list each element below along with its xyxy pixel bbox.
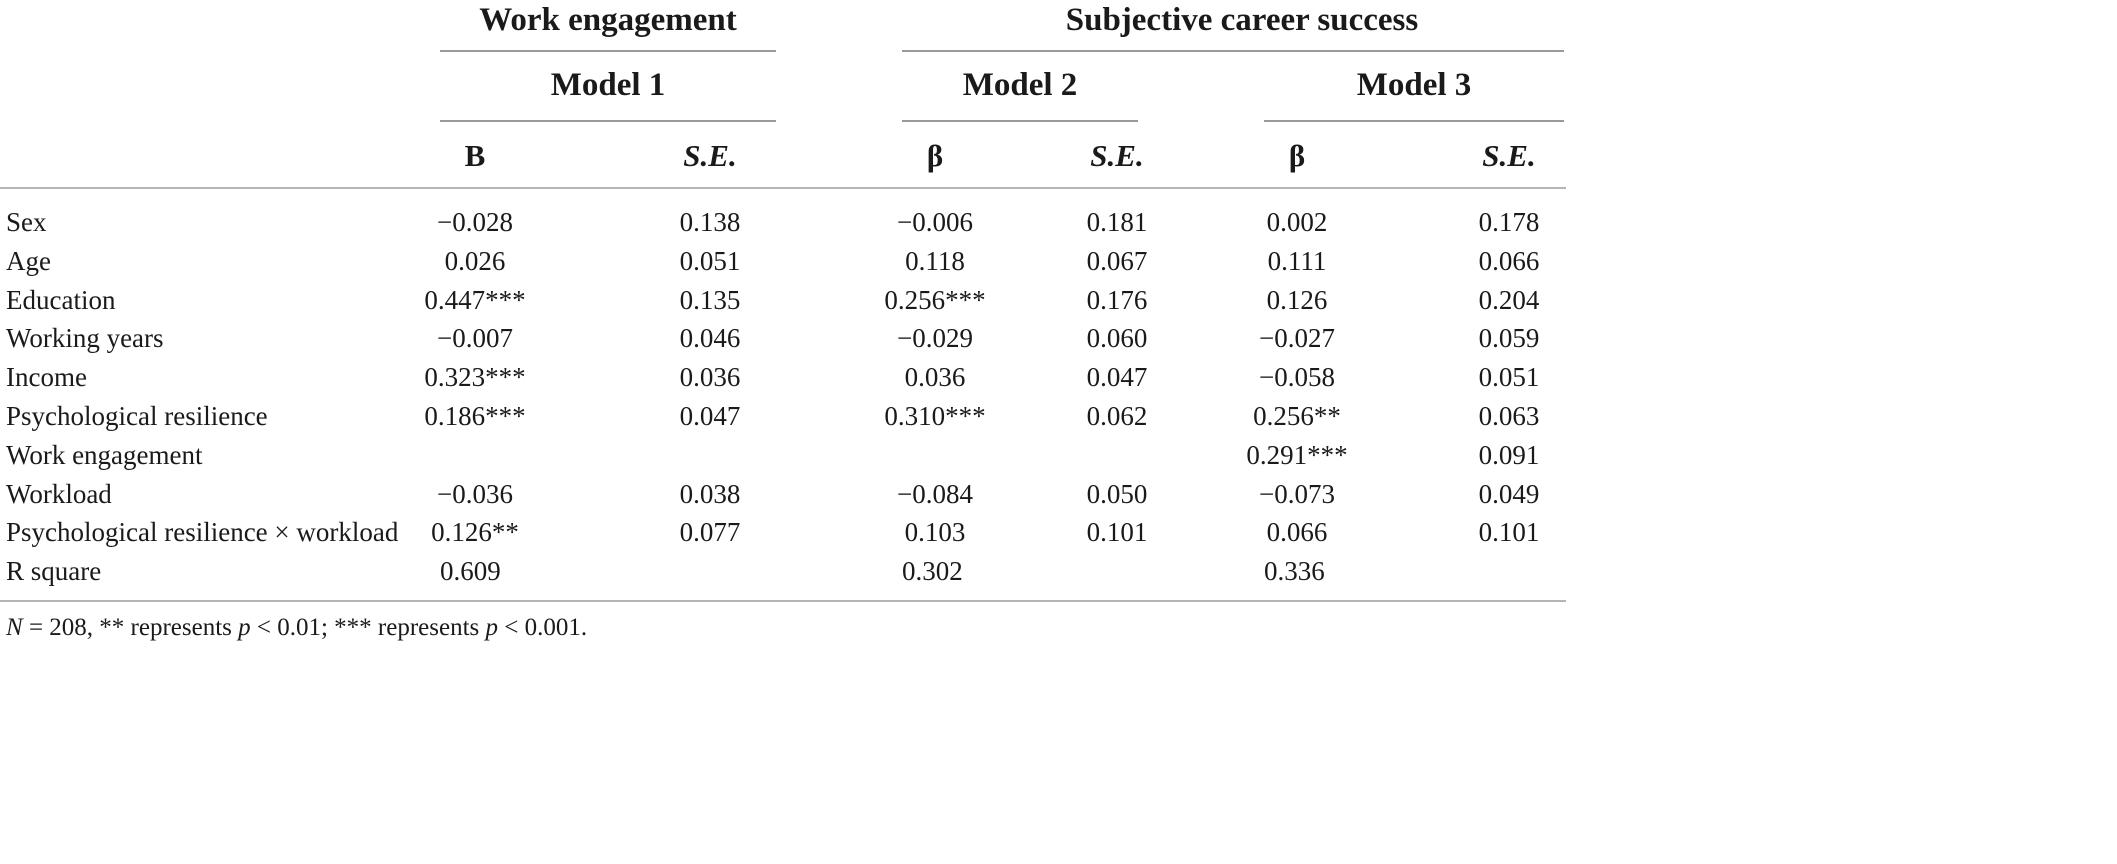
table-cell: 0.126 bbox=[1266, 284, 1328, 315]
group-title-subjective-career-success: Subjective career success bbox=[1065, 2, 1419, 38]
row-label: Work engagement bbox=[6, 439, 203, 470]
table-cell: 0.038 bbox=[679, 478, 741, 509]
table-cell: 0.609 bbox=[440, 556, 501, 587]
table-cell: 0.059 bbox=[1478, 323, 1540, 354]
model-title-2: Model 2 bbox=[962, 67, 1078, 103]
footnote-text-3: < 0.001. bbox=[498, 614, 588, 641]
table-cell: 0.181 bbox=[1086, 207, 1148, 237]
row-label: Psychological resilience × workload bbox=[6, 517, 399, 548]
table-cell: 0.336 bbox=[1264, 556, 1325, 587]
table-cell: −0.027 bbox=[1259, 323, 1335, 354]
row-label: R square bbox=[6, 556, 102, 587]
rule-model-2 bbox=[902, 120, 1138, 122]
table-cell: 0.077 bbox=[679, 517, 741, 548]
footnote-n-symbol: N bbox=[6, 614, 23, 641]
row-label: Psychological resilience bbox=[6, 401, 268, 431]
row-label: Income bbox=[6, 362, 87, 393]
row-label: Sex bbox=[6, 207, 47, 237]
table-cell: 0.101 bbox=[1086, 517, 1148, 548]
table-cell: −0.036 bbox=[437, 478, 513, 509]
rule-header-bottom bbox=[0, 187, 1566, 189]
table-cell: −0.058 bbox=[1259, 362, 1335, 393]
table-cell: 0.186*** bbox=[424, 401, 526, 431]
table-cell: 0.101 bbox=[1478, 517, 1540, 548]
table-cell: 0.062 bbox=[1086, 401, 1148, 431]
table-cell: −0.084 bbox=[897, 478, 973, 509]
col-head-beta-2: β bbox=[926, 138, 944, 173]
table-cell: 0.050 bbox=[1086, 478, 1148, 509]
table-cell: 0.036 bbox=[679, 362, 741, 393]
table-cell: 0.066 bbox=[1478, 245, 1540, 276]
rule-group-1 bbox=[440, 50, 776, 52]
row-label: Working years bbox=[6, 323, 164, 354]
table-cell: −0.073 bbox=[1259, 478, 1335, 509]
footnote-p-symbol-2: p bbox=[485, 614, 499, 641]
row-label: Workload bbox=[6, 478, 112, 509]
table-cell: −0.029 bbox=[897, 323, 973, 354]
table-cell: 0.302 bbox=[902, 556, 963, 587]
rule-table-bottom bbox=[0, 600, 1566, 602]
table-cell: 0.049 bbox=[1478, 478, 1540, 509]
table-cell: 0.118 bbox=[905, 245, 965, 276]
table-cell: 0.047 bbox=[679, 401, 741, 431]
table-cell: 0.176 bbox=[1086, 284, 1148, 315]
table-cell: −0.007 bbox=[437, 323, 513, 354]
table-cell: 0.036 bbox=[904, 362, 966, 393]
table-cell: 0.178 bbox=[1478, 207, 1540, 237]
table-cell: 0.111 bbox=[1267, 245, 1327, 276]
table-cell: 0.323*** bbox=[424, 362, 526, 393]
table-cell: 0.310*** bbox=[884, 401, 986, 431]
table-footnote: N = 208, ** represents p < 0.01; *** rep… bbox=[6, 612, 587, 644]
table-cell: 0.051 bbox=[1478, 362, 1540, 393]
table-cell: 0.291*** bbox=[1246, 439, 1348, 470]
group-title-work-engagement: Work engagement bbox=[479, 2, 737, 38]
table-cell: 0.204 bbox=[1478, 284, 1540, 315]
table-cell: 0.447*** bbox=[424, 284, 526, 315]
table-cell: 0.067 bbox=[1086, 245, 1148, 276]
table-cell: 0.256** bbox=[1253, 401, 1341, 431]
row-label: Education bbox=[6, 284, 116, 315]
model-title-1: Model 1 bbox=[550, 67, 666, 103]
table-cell: 0.051 bbox=[679, 245, 741, 276]
table-cell: −0.006 bbox=[897, 207, 973, 237]
rule-group-2 bbox=[902, 50, 1564, 52]
table-cell: 0.063 bbox=[1478, 401, 1540, 431]
col-head-beta-3: β bbox=[1288, 138, 1306, 173]
rule-model-3 bbox=[1264, 120, 1564, 122]
footnote-text-2: < 0.01; *** represents bbox=[250, 614, 486, 641]
row-label: Age bbox=[6, 245, 51, 276]
col-head-se-2: S.E. bbox=[1090, 138, 1144, 173]
table-cell: 0.126** bbox=[431, 517, 519, 548]
table-cell: 0.002 bbox=[1266, 207, 1328, 237]
table-cell: 0.091 bbox=[1478, 439, 1540, 470]
table-cell: 0.026 bbox=[444, 245, 506, 276]
footnote-text-1: = 208, ** represents bbox=[22, 614, 239, 641]
table-cell: −0.028 bbox=[437, 207, 513, 237]
model-title-3: Model 3 bbox=[1356, 67, 1472, 103]
col-head-b: B bbox=[464, 138, 486, 173]
table-cell: 0.103 bbox=[904, 517, 966, 548]
table-cell: 0.046 bbox=[679, 323, 741, 354]
table-cell: 0.135 bbox=[679, 284, 741, 315]
col-head-se-3: S.E. bbox=[1482, 138, 1536, 173]
rule-model-1 bbox=[440, 120, 776, 122]
table-cell: 0.066 bbox=[1266, 517, 1328, 548]
table-cell: 0.060 bbox=[1086, 323, 1148, 354]
col-head-se-1: S.E. bbox=[683, 138, 737, 173]
table-cell: 0.138 bbox=[679, 207, 741, 237]
footnote-p-symbol-1: p bbox=[238, 614, 251, 641]
table-cell: 0.047 bbox=[1086, 362, 1148, 393]
table-cell: 0.256*** bbox=[884, 284, 986, 315]
